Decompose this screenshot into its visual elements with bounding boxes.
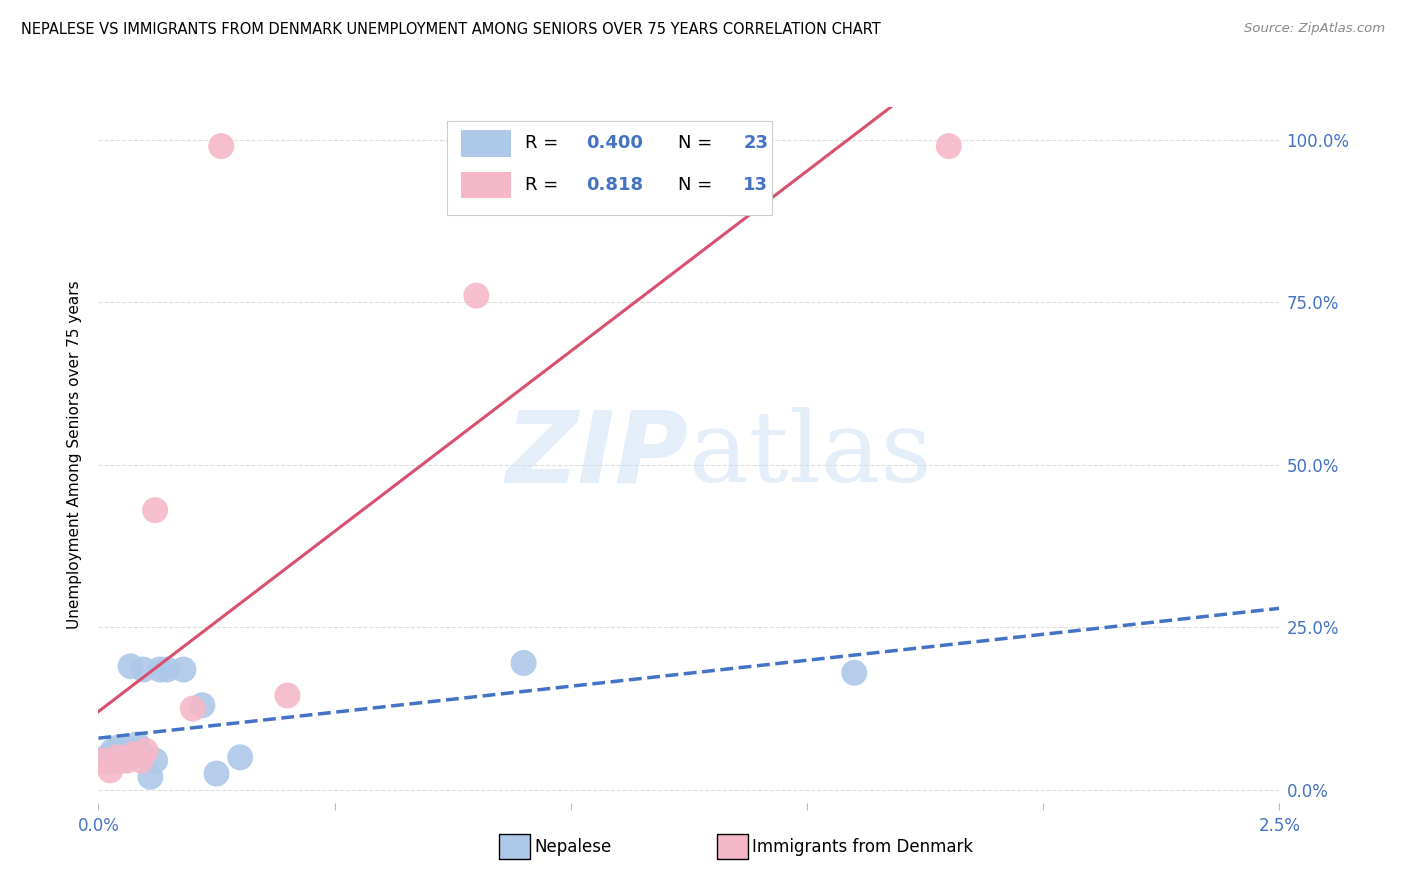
Text: Nepalese: Nepalese (534, 838, 612, 855)
Text: 13: 13 (744, 176, 768, 194)
Bar (461, 171, 510, 198)
Point (112, 744, 135, 758)
Point (129, 754, 152, 768)
Point (127, 737, 149, 751)
Text: Immigrants from Denmark: Immigrants from Denmark (752, 838, 973, 855)
Point (191, 698, 214, 713)
Point (122, 747, 145, 761)
Y-axis label: Unemployment Among Seniors over 75 years: Unemployment Among Seniors over 75 years (67, 281, 83, 629)
Point (844, 665, 866, 680)
Point (143, 503, 166, 517)
Point (135, 744, 157, 758)
Text: N =: N = (678, 176, 718, 194)
Point (91, 754, 114, 768)
Point (105, 747, 128, 761)
Point (132, 663, 155, 677)
Point (938, 139, 960, 153)
Point (143, 754, 166, 768)
Point (229, 750, 252, 764)
Point (107, 740, 129, 755)
Text: 0.818: 0.818 (586, 176, 644, 194)
Text: 0.400: 0.400 (586, 135, 643, 153)
Point (110, 754, 132, 768)
Point (156, 663, 179, 677)
Point (181, 701, 204, 715)
FancyBboxPatch shape (447, 121, 772, 215)
Text: Source: ZipAtlas.com: Source: ZipAtlas.com (1244, 22, 1385, 36)
Point (115, 754, 138, 768)
Point (96, 750, 118, 764)
Text: R =: R = (524, 176, 564, 194)
Text: NEPALESE VS IMMIGRANTS FROM DENMARK UNEMPLOYMENT AMONG SENIORS OVER 75 YEARS COR: NEPALESE VS IMMIGRANTS FROM DENMARK UNEM… (21, 22, 880, 37)
Point (149, 663, 172, 677)
Point (465, 288, 488, 302)
Text: atlas: atlas (689, 407, 932, 503)
Text: ZIP: ZIP (506, 407, 689, 503)
Point (172, 663, 194, 677)
Point (120, 659, 142, 673)
Point (105, 750, 128, 764)
Text: N =: N = (678, 135, 718, 153)
Point (129, 747, 152, 761)
Point (117, 744, 139, 758)
Point (139, 770, 162, 784)
Point (98, 754, 121, 768)
Point (512, 656, 534, 670)
Point (209, 139, 232, 153)
Point (122, 744, 145, 758)
Point (98, 764, 121, 778)
Bar (461, 130, 510, 157)
Point (205, 766, 228, 780)
Point (101, 744, 124, 758)
Point (276, 689, 298, 703)
Text: R =: R = (524, 135, 564, 153)
Text: 23: 23 (744, 135, 768, 153)
